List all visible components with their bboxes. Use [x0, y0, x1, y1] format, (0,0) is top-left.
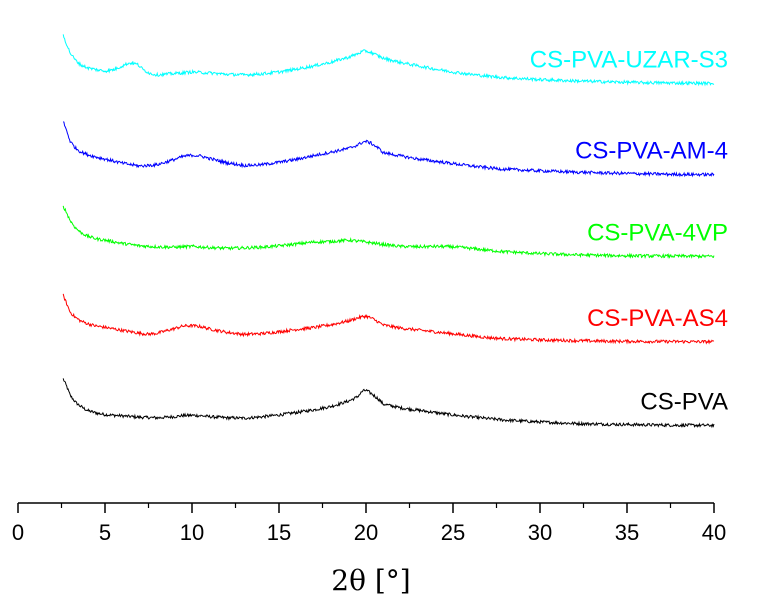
x-tick-label: 30: [528, 520, 552, 545]
x-tick-label: 40: [702, 520, 726, 545]
series-line-cs-pva-am-4: [62, 121, 715, 178]
series-label: CS-PVA-AS4: [587, 305, 728, 332]
series-label: CS-PVA-4VP: [587, 219, 728, 246]
x-tick-label: 5: [99, 520, 111, 545]
x-tick-label: 15: [267, 520, 291, 545]
x-axis: 0 5 10 15 20 25 30 35 40: [12, 502, 726, 545]
series-line-cs-pva-4vp: [62, 205, 715, 260]
x-axis-title: 2θ [°]: [331, 564, 410, 597]
series-label: CS-PVA-AM-4: [575, 138, 728, 165]
series-line-cs-pva-as4: [62, 293, 715, 345]
series-label: CS-PVA: [640, 388, 728, 415]
x-tick-label: 20: [354, 520, 378, 545]
x-tick-label: 25: [441, 520, 465, 545]
series-labels: CS-PVA CS-PVA-AS4 CS-PVA-4VP CS-PVA-AM-4 CS-…: [530, 46, 728, 415]
x-tick-label: 0: [12, 520, 24, 545]
series-layer: [62, 34, 715, 429]
series-label: CS-PVA-UZAR-S3: [530, 46, 728, 73]
x-tick-label: 10: [180, 520, 204, 545]
series-line-cs-pva-uzar-s3: [62, 34, 715, 87]
series-line-cs-pva: [62, 378, 715, 429]
x-tick-label: 35: [615, 520, 639, 545]
